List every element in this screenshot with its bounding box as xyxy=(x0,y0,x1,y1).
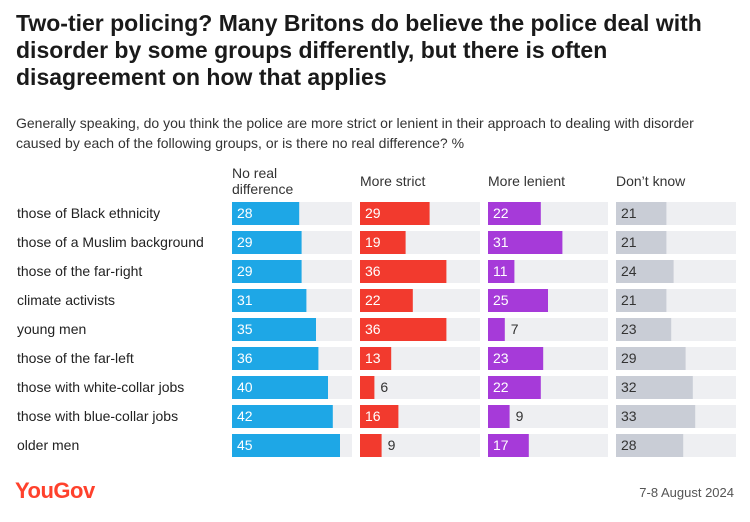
legend-more-lenient: More lenient xyxy=(488,173,565,189)
data-label: 21 xyxy=(621,234,637,250)
data-label: 31 xyxy=(237,292,253,308)
data-label: 24 xyxy=(621,263,637,279)
data-label: 45 xyxy=(237,437,253,453)
data-label: 36 xyxy=(365,321,381,337)
data-label: 22 xyxy=(493,379,509,395)
bar-more-lenient xyxy=(488,405,510,428)
data-label: 29 xyxy=(365,205,381,221)
category-label: climate activists xyxy=(17,292,115,308)
bar-don-t-know xyxy=(616,202,667,225)
data-label: 9 xyxy=(388,437,396,453)
data-label: 17 xyxy=(493,437,509,453)
bar-more-strict xyxy=(360,260,447,283)
bar-more-lenient xyxy=(488,289,548,312)
bar-more-lenient xyxy=(488,434,529,457)
data-label: 22 xyxy=(365,292,381,308)
bar-more-lenient xyxy=(488,376,541,399)
category-label: those of Black ethnicity xyxy=(17,205,160,221)
bar-more-lenient xyxy=(488,260,515,283)
bar-no-real-difference xyxy=(232,376,328,399)
bar-track xyxy=(360,434,480,457)
bar-don-t-know xyxy=(616,434,684,457)
data-label: 40 xyxy=(237,379,253,395)
data-label: 6 xyxy=(380,379,388,395)
bar-don-t-know xyxy=(616,318,672,341)
data-label: 28 xyxy=(237,205,253,221)
data-label: 23 xyxy=(621,321,637,337)
data-label: 13 xyxy=(365,350,381,366)
survey-date: 7-8 August 2024 xyxy=(639,485,734,500)
bar-no-real-difference xyxy=(232,405,333,428)
chart-subtitle: Generally speaking, do you think the pol… xyxy=(16,115,694,151)
data-label: 29 xyxy=(621,350,637,366)
data-label: 42 xyxy=(237,408,253,424)
bar-more-strict xyxy=(360,231,406,254)
data-label: 29 xyxy=(237,234,253,250)
bar-more-lenient xyxy=(488,347,544,370)
bar-track xyxy=(488,405,608,428)
data-label: 9 xyxy=(516,408,524,424)
data-label: 33 xyxy=(621,408,637,424)
data-label: 7 xyxy=(511,321,519,337)
bar-more-strict xyxy=(360,347,392,370)
bar-no-real-difference xyxy=(232,231,302,254)
data-label: 29 xyxy=(237,263,253,279)
data-label: 25 xyxy=(493,292,509,308)
data-label: 36 xyxy=(365,263,381,279)
chart-title: Two-tier policing? Many Britons do belie… xyxy=(16,10,702,90)
category-label: those with white-collar jobs xyxy=(17,379,184,395)
bar-no-real-difference xyxy=(232,434,340,457)
data-label: 21 xyxy=(621,205,637,221)
data-label: 31 xyxy=(493,234,509,250)
data-label: 36 xyxy=(237,350,253,366)
yougov-logo: YouGov xyxy=(15,478,95,503)
bar-track xyxy=(360,376,480,399)
data-label: 23 xyxy=(493,350,509,366)
legend-more-strict: More strict xyxy=(360,173,425,189)
bar-more-strict xyxy=(360,289,413,312)
bar-more-strict xyxy=(360,376,375,399)
data-label: 32 xyxy=(621,379,637,395)
bar-more-strict xyxy=(360,202,430,225)
data-label: 22 xyxy=(493,205,509,221)
bar-more-lenient xyxy=(488,202,541,225)
category-label: young men xyxy=(17,321,86,337)
bar-don-t-know xyxy=(616,260,674,283)
bar-more-strict xyxy=(360,318,447,341)
data-label: 11 xyxy=(493,263,508,279)
category-label: those of a Muslim background xyxy=(17,234,204,250)
data-label: 16 xyxy=(365,408,381,424)
category-label: those of the far-left xyxy=(17,350,134,366)
data-label: 19 xyxy=(365,234,381,250)
bar-no-real-difference xyxy=(232,260,302,283)
bar-no-real-difference xyxy=(232,347,319,370)
bar-don-t-know xyxy=(616,231,667,254)
bar-more-lenient xyxy=(488,318,505,341)
bar-track xyxy=(488,318,608,341)
data-label: 35 xyxy=(237,321,253,337)
bar-don-t-know xyxy=(616,347,686,370)
bar-more-strict xyxy=(360,405,399,428)
category-label: those with blue-collar jobs xyxy=(17,408,178,424)
data-label: 28 xyxy=(621,437,637,453)
bar-more-strict xyxy=(360,434,382,457)
bar-no-real-difference xyxy=(232,202,300,225)
bar-no-real-difference xyxy=(232,289,307,312)
bar-don-t-know xyxy=(616,289,667,312)
legend-don-t-know: Don’t know xyxy=(616,173,686,189)
bar-more-lenient xyxy=(488,231,563,254)
legend-no-real-difference: No real difference xyxy=(232,165,293,197)
bar-track xyxy=(488,260,608,283)
category-label: those of the far-right xyxy=(17,263,142,279)
bar-no-real-difference xyxy=(232,318,316,341)
bar-don-t-know xyxy=(616,405,696,428)
data-label: 21 xyxy=(621,292,637,308)
category-label: older men xyxy=(17,437,79,453)
bar-don-t-know xyxy=(616,376,693,399)
